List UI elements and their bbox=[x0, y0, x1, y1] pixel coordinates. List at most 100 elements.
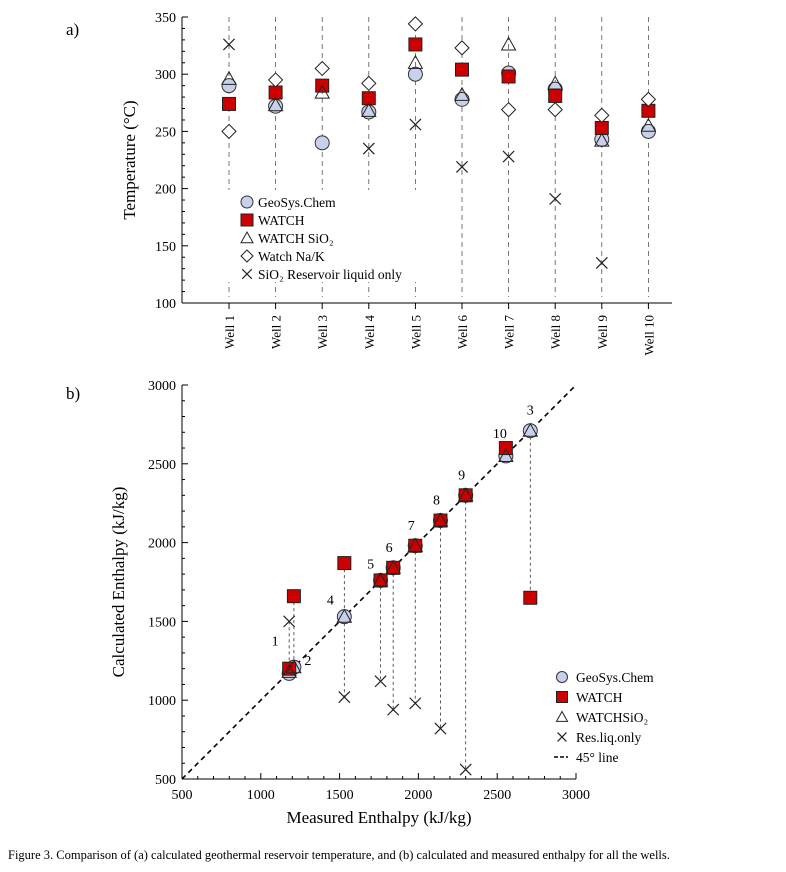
point-circle bbox=[314, 135, 330, 151]
legend-label: SiO₂ Reservoir liquid only bbox=[258, 267, 402, 282]
x-tick-label: 2500 bbox=[483, 788, 511, 803]
y-tick-label: 350 bbox=[155, 11, 176, 26]
point-x bbox=[455, 160, 469, 173]
x-tick-label: Well 7 bbox=[502, 315, 517, 349]
point-diamond bbox=[314, 60, 330, 77]
point-triangle bbox=[498, 447, 514, 463]
point-triangle bbox=[286, 659, 302, 674]
point-x bbox=[362, 142, 375, 155]
point-triangle bbox=[593, 132, 610, 147]
point-square bbox=[373, 573, 388, 588]
point-triangle bbox=[281, 663, 298, 678]
x-tick-label: Well 4 bbox=[362, 315, 377, 349]
point-square bbox=[222, 96, 236, 111]
point-x bbox=[374, 675, 387, 688]
point-x bbox=[459, 763, 472, 776]
point-diamond bbox=[640, 91, 657, 108]
legend-marker-square bbox=[556, 691, 568, 703]
point-triangle bbox=[360, 102, 377, 117]
legend-label: Watch Na/K bbox=[258, 249, 325, 264]
legend-label: 45° line bbox=[576, 750, 619, 765]
point-square bbox=[523, 590, 538, 605]
point-diamond bbox=[547, 101, 563, 118]
figure-caption: Figure 3. Comparison of (a) calculated g… bbox=[8, 848, 670, 862]
y-tick-label: 1500 bbox=[148, 615, 176, 630]
point-triangle bbox=[336, 608, 353, 623]
point-x bbox=[283, 615, 296, 628]
point-square bbox=[548, 88, 563, 103]
x-axis-label: Measured Enthalpy (kJ/kg) bbox=[286, 808, 471, 827]
point-triangle bbox=[454, 86, 470, 101]
point-square bbox=[455, 62, 469, 77]
point-triangle bbox=[432, 512, 449, 527]
point-square bbox=[361, 91, 376, 106]
point-x bbox=[409, 118, 422, 131]
legend-label: WATCHSiO₂ bbox=[576, 710, 648, 725]
point-label: 7 bbox=[408, 519, 415, 534]
point-diamond bbox=[500, 101, 517, 118]
point-triangle bbox=[547, 75, 564, 90]
legend-label: GeoSys.Chem bbox=[258, 195, 336, 210]
legend-label: Res.liq.only bbox=[576, 730, 642, 745]
point-triangle bbox=[407, 537, 424, 552]
point-label: 5 bbox=[367, 557, 374, 572]
x-tick-label: Well 9 bbox=[595, 315, 610, 349]
y-tick-label: 100 bbox=[155, 297, 176, 312]
point-square bbox=[286, 589, 301, 604]
y-tick-label: 1000 bbox=[148, 694, 176, 709]
point-triangle bbox=[221, 70, 237, 85]
y-tick-label: 2500 bbox=[148, 458, 176, 473]
point-triangle bbox=[522, 422, 539, 437]
legend-label: WATCH bbox=[576, 690, 623, 705]
point-diamond bbox=[267, 72, 284, 88]
point-square bbox=[268, 85, 283, 100]
point-triangle bbox=[385, 559, 402, 574]
point-circle bbox=[522, 423, 538, 439]
point-triangle bbox=[500, 36, 517, 51]
point-x bbox=[222, 38, 236, 51]
point-label: 4 bbox=[327, 594, 334, 609]
point-label: 2 bbox=[304, 654, 311, 669]
x-tick-label: Well 10 bbox=[641, 315, 656, 355]
panel-label-b: b) bbox=[66, 384, 81, 403]
point-triangle bbox=[314, 84, 331, 99]
point-circle bbox=[221, 78, 237, 94]
legend-marker-triangle bbox=[240, 230, 254, 244]
x-tick-label: Well 3 bbox=[315, 315, 330, 349]
point-square bbox=[501, 69, 516, 84]
legend-label: GeoSys.Chem bbox=[576, 670, 654, 685]
x-tick-label: 1500 bbox=[326, 788, 354, 803]
point-x bbox=[549, 192, 562, 205]
legend-marker-square bbox=[240, 213, 254, 227]
point-square bbox=[337, 556, 352, 571]
y-tick-label: 2000 bbox=[148, 537, 176, 552]
point-x bbox=[409, 697, 422, 710]
y-tick-label: 150 bbox=[155, 240, 176, 255]
legend-label: WATCH SiO₂ bbox=[258, 231, 334, 246]
legend-label: WATCH bbox=[258, 213, 305, 228]
x-tick-label: Well 8 bbox=[548, 315, 563, 349]
point-label: 8 bbox=[433, 494, 440, 509]
point-diamond bbox=[407, 16, 424, 32]
y-axis-label: Calculated Enthalpy (kJ/kg) bbox=[109, 487, 128, 678]
point-label: 3 bbox=[527, 404, 534, 419]
point-square bbox=[386, 560, 401, 575]
point-diamond bbox=[594, 107, 610, 124]
point-triangle bbox=[640, 117, 657, 132]
point-square bbox=[433, 513, 448, 528]
45-degree-line bbox=[181, 384, 577, 780]
point-circle bbox=[454, 91, 470, 107]
x-tick-label: 500 bbox=[172, 788, 193, 803]
point-x bbox=[502, 150, 515, 163]
point-square bbox=[408, 37, 423, 52]
x-tick-label: 2000 bbox=[404, 788, 432, 803]
point-label: 9 bbox=[458, 468, 465, 483]
point-diamond bbox=[221, 123, 237, 140]
point-triangle bbox=[372, 572, 389, 587]
point-x bbox=[338, 691, 351, 704]
point-square bbox=[458, 488, 473, 503]
point-circle bbox=[336, 609, 352, 625]
point-triangle bbox=[407, 54, 424, 69]
